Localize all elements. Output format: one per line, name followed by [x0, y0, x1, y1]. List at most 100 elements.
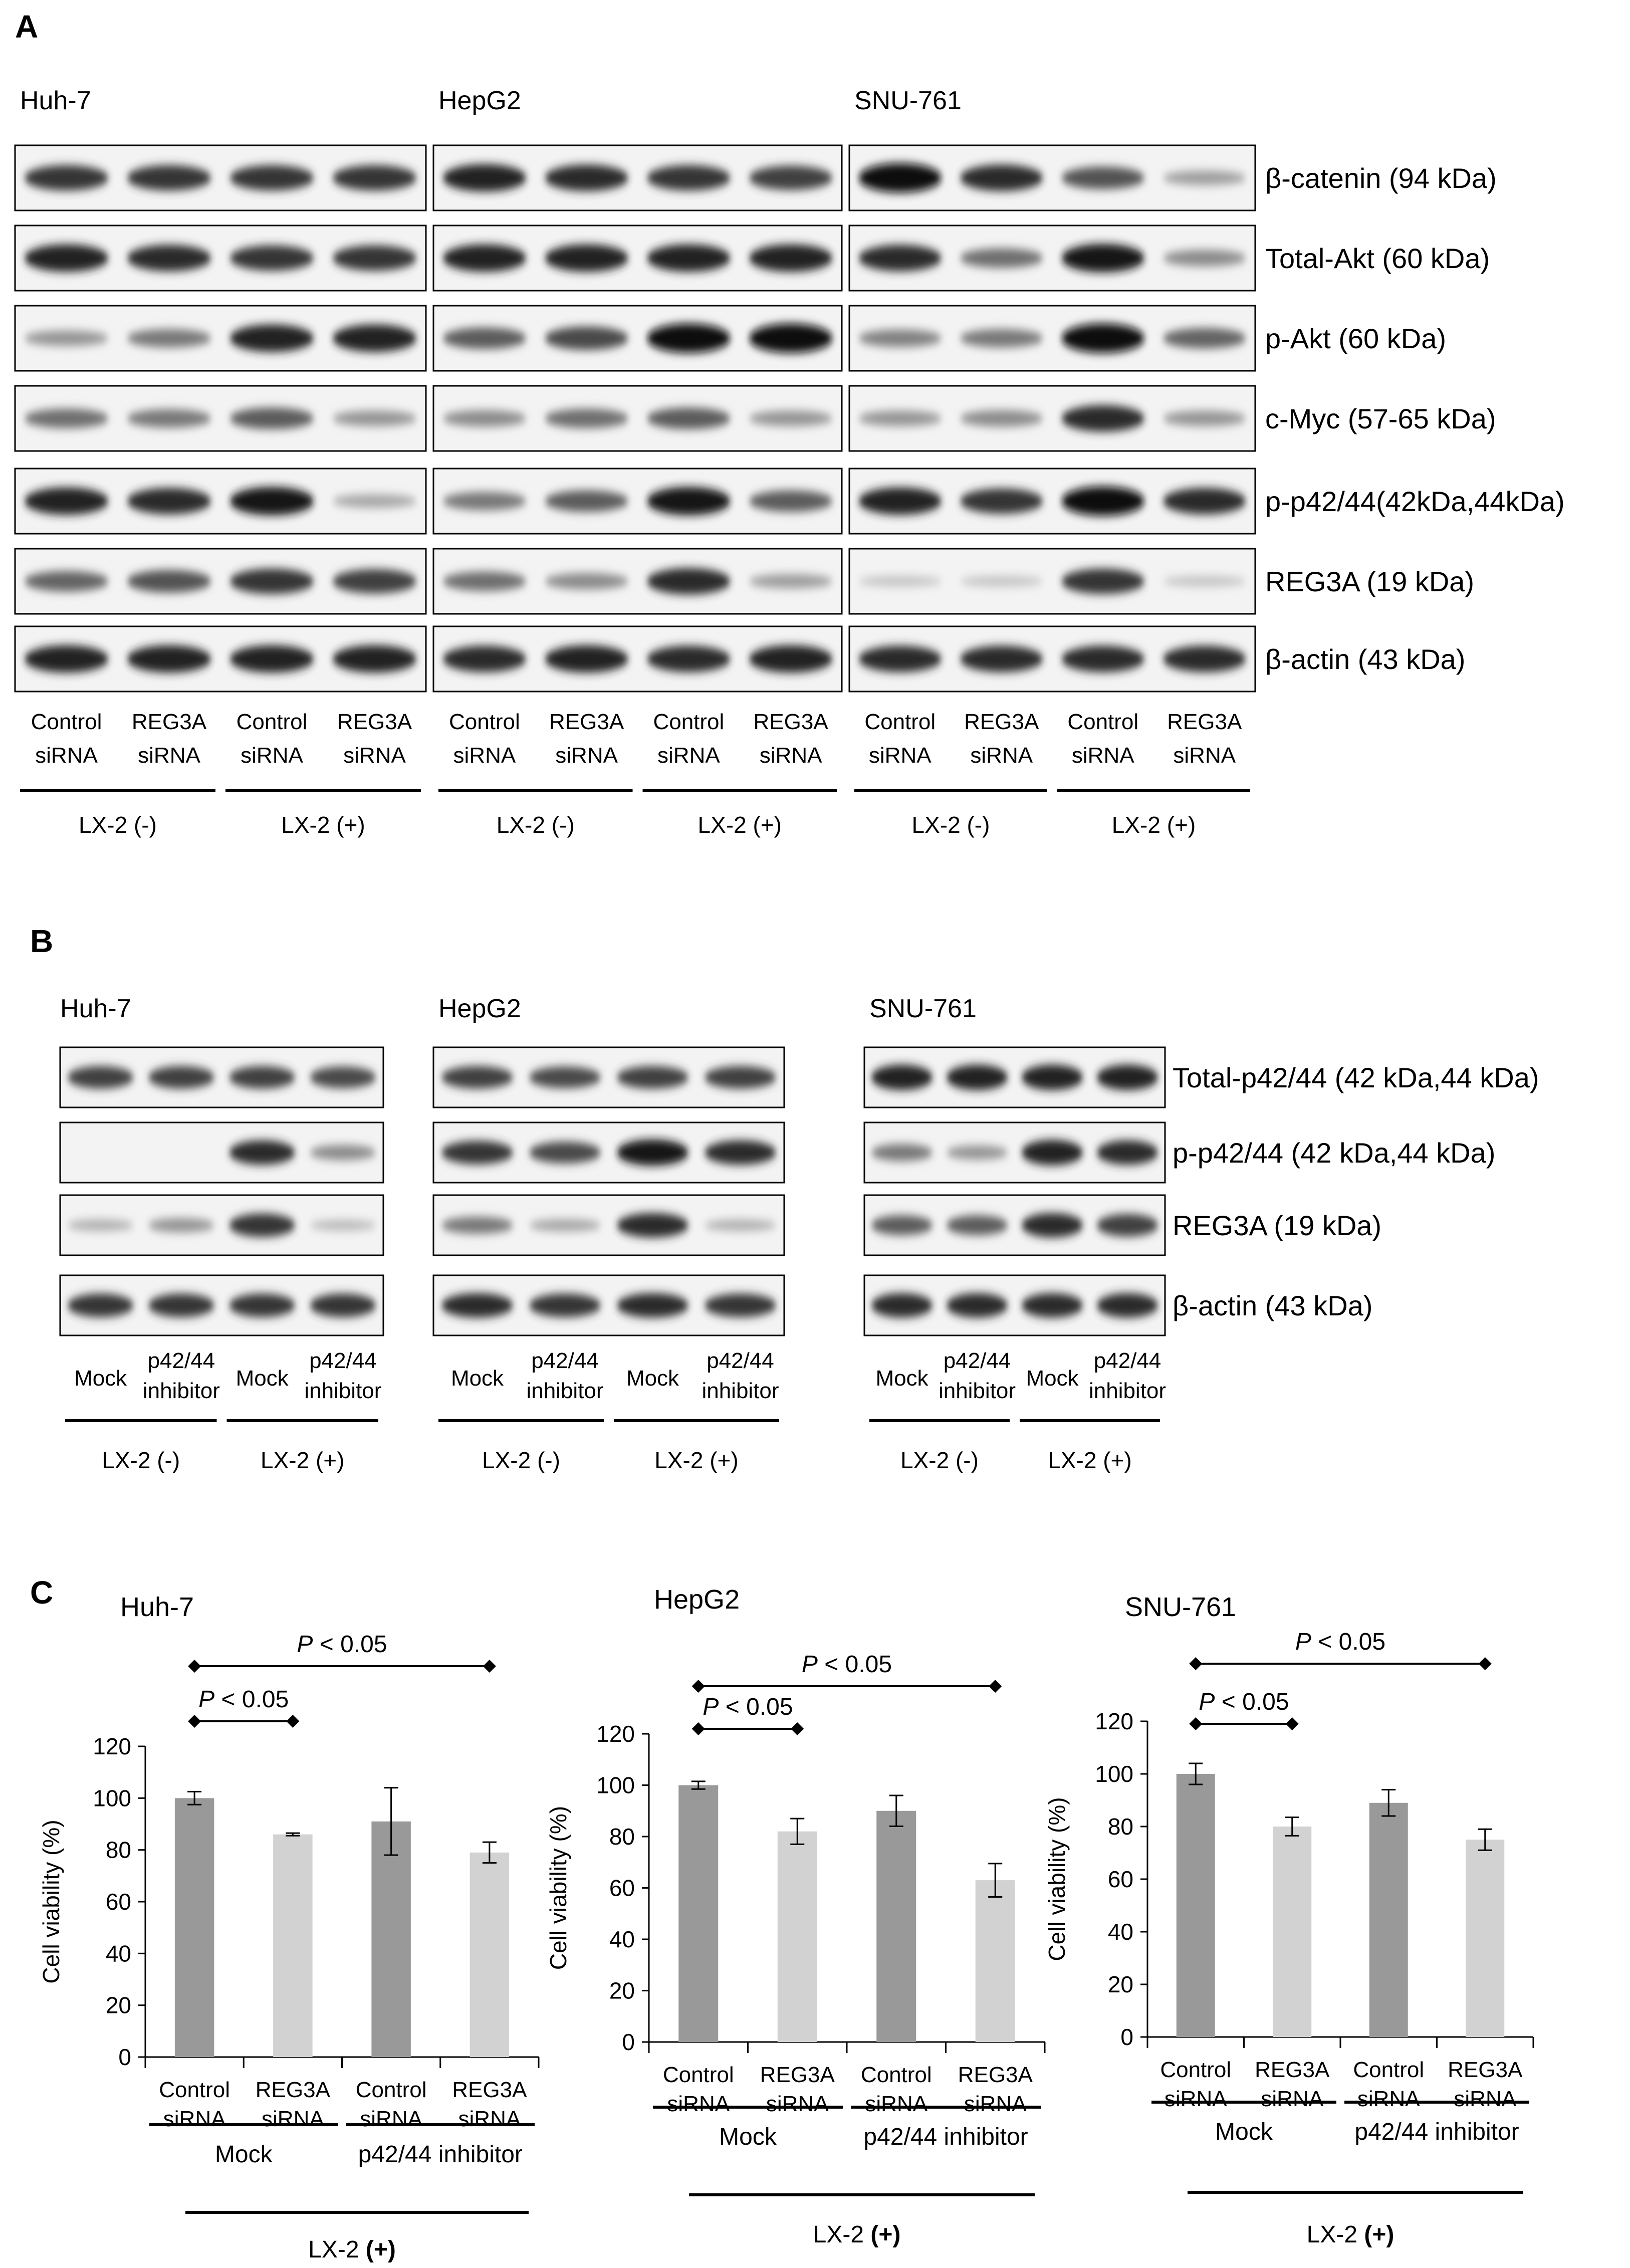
blot-band [749, 323, 833, 353]
y-axis-label: Cell viability (%) [1044, 1797, 1070, 1961]
p-threshold: < 0.05 [1215, 1689, 1289, 1715]
category-label: REG3A [452, 2078, 527, 2102]
lane-label: siRNA [970, 743, 1033, 768]
group-label: LX-2 (+) [1048, 1447, 1131, 1473]
lane-label: REG3A [132, 710, 207, 734]
lane-label: siRNA [1072, 743, 1134, 768]
blot-band [749, 645, 833, 673]
blot-band [1162, 410, 1246, 426]
y-tick-label: 60 [1108, 1866, 1133, 1892]
group-label: LX-2 (+) [654, 1447, 738, 1473]
category-label: siRNA [1357, 2087, 1420, 2111]
group-label: LX-2 (-) [79, 812, 157, 838]
lane-label: REG3A [964, 710, 1039, 734]
blot-band [229, 1213, 296, 1237]
bar [470, 1852, 510, 2057]
y-tick-label: 120 [93, 1733, 131, 1759]
blot-band [616, 1066, 689, 1089]
y-tick-label: 20 [106, 1992, 131, 2018]
blot-band [646, 165, 731, 191]
lane-label: inhibitor [939, 1379, 1016, 1403]
panel-letter: B [30, 923, 53, 959]
lane-label: inhibitor [1089, 1379, 1166, 1403]
blot-band [442, 327, 527, 349]
blot-band [616, 1139, 689, 1166]
blot-band [545, 164, 629, 191]
blot-band [310, 1220, 376, 1231]
blot-band [229, 245, 314, 271]
category-label: siRNA [360, 2107, 422, 2131]
blot-band [1061, 568, 1145, 594]
blot-band [1162, 328, 1246, 349]
blot-band [646, 568, 731, 595]
category-label: Control [1160, 2058, 1231, 2082]
y-tick-label: 40 [609, 1926, 635, 1952]
group-label: Mock [719, 2124, 777, 2150]
lane-label: REG3A [337, 710, 412, 734]
blot-band [646, 323, 731, 353]
lane-label: Control [1067, 710, 1138, 734]
bar [1176, 1774, 1215, 2037]
blot-band [1061, 645, 1145, 672]
blot-band [960, 248, 1043, 268]
category-label: REG3A [958, 2063, 1033, 2087]
blot-band [229, 1140, 296, 1165]
blot-band [442, 244, 527, 272]
blot-band [704, 1219, 777, 1231]
category-label: siRNA [766, 2092, 829, 2116]
blot-band [960, 488, 1043, 514]
blot-band [616, 1293, 689, 1318]
bar [975, 1880, 1015, 2042]
group-label: LX-2 (-) [482, 1447, 560, 1473]
bar [678, 1785, 719, 2042]
blot-band [529, 1066, 601, 1088]
blot-band [127, 245, 211, 272]
blot-band [332, 324, 417, 352]
p-threshold: < 0.05 [818, 1651, 892, 1678]
lane-label: REG3A [1167, 710, 1242, 734]
group-label: Mock [215, 2141, 273, 2168]
category-label: siRNA [865, 2092, 927, 2116]
lane-label: p42/44 [531, 1348, 599, 1373]
bar [273, 1834, 313, 2057]
y-tick-label: 40 [1108, 1919, 1133, 1945]
lane-label: Mock [74, 1366, 127, 1391]
lane-label: p42/44 [944, 1348, 1011, 1373]
blot-band [1096, 1293, 1158, 1318]
blot-band [858, 487, 942, 515]
blot-band [441, 1293, 514, 1318]
group-label: LX-2 (-) [912, 812, 990, 838]
lane-label: siRNA [138, 743, 200, 768]
condition-label-sign: (+) [366, 2236, 396, 2263]
blot-band [749, 165, 833, 190]
lane-label: Control [449, 710, 520, 734]
category-label: Control [1353, 2058, 1424, 2082]
p-value-label: P < 0.05 [198, 1686, 289, 1713]
blot-band [24, 645, 109, 673]
blot-band [1021, 1213, 1083, 1238]
lane-label: siRNA [657, 743, 720, 768]
blot-band [442, 492, 527, 511]
comparison-marker [1285, 1717, 1299, 1730]
lane-label: p42/44 [309, 1348, 377, 1373]
lane-label: inhibitor [304, 1379, 381, 1403]
blot-band [24, 408, 109, 428]
comparison-marker [691, 1722, 705, 1735]
blot-band [24, 244, 109, 272]
y-tick-label: 40 [106, 1940, 131, 1966]
blot-band [1061, 405, 1145, 432]
blot-band [1162, 170, 1246, 185]
p-symbol: P [1295, 1629, 1311, 1655]
blot-band [960, 329, 1043, 348]
comparison-marker [286, 1715, 300, 1728]
blot-band [946, 1064, 1008, 1090]
bar [371, 1821, 411, 2057]
category-label: Control [861, 2063, 932, 2087]
protein-label: p-Akt (60 kDa) [1265, 323, 1446, 354]
category-label: Control [159, 2078, 230, 2102]
blot-band [704, 1066, 777, 1089]
panel-c-viability-charts: C Huh-7 0 20 40 60 80 100 120 Cell viability (%) C… [30, 1574, 1534, 2263]
blot-band [229, 165, 314, 191]
category-label: siRNA [262, 2107, 324, 2131]
